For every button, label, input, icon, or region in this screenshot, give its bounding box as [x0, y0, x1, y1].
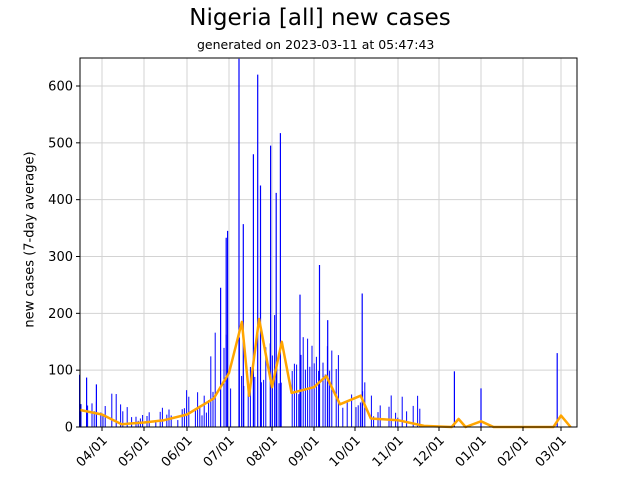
svg-text:02/01: 02/01: [495, 433, 532, 470]
svg-text:05/01: 05/01: [116, 433, 153, 470]
svg-text:06/01: 06/01: [159, 433, 196, 470]
svg-text:400: 400: [48, 193, 73, 208]
svg-text:300: 300: [48, 250, 73, 265]
svg-text:600: 600: [48, 80, 73, 95]
svg-text:04/01: 04/01: [74, 433, 111, 470]
svg-text:09/01: 09/01: [286, 433, 323, 470]
daily-bars: [78, 58, 558, 427]
average-line: [79, 317, 572, 429]
svg-text:10/01: 10/01: [327, 433, 364, 470]
svg-text:100: 100: [48, 364, 73, 379]
svg-text:500: 500: [48, 136, 73, 151]
svg-text:07/01: 07/01: [201, 433, 238, 470]
svg-text:03/01: 03/01: [533, 433, 570, 470]
chart-subtitle: generated on 2023-03-11 at 05:47:43: [197, 37, 435, 52]
svg-text:0: 0: [65, 421, 73, 436]
svg-text:01/01: 01/01: [453, 433, 490, 470]
svg-text:12/01: 12/01: [411, 433, 448, 470]
chart-title: Nigeria [all] new cases: [189, 5, 451, 31]
svg-text:200: 200: [48, 307, 73, 322]
grid-lines: [80, 58, 577, 427]
svg-text:08/01: 08/01: [244, 433, 281, 470]
svg-text:11/01: 11/01: [370, 433, 407, 470]
